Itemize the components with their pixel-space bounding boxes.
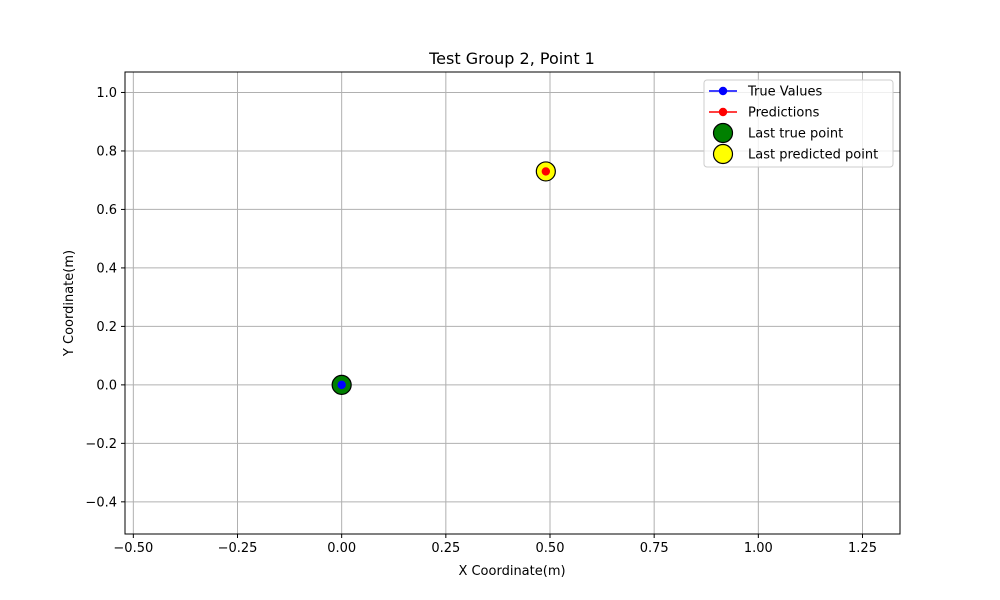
data-point-true-values bbox=[337, 380, 346, 390]
x-tick-label: 1.00 bbox=[744, 541, 773, 556]
x-tick-label: 0.75 bbox=[640, 541, 669, 556]
x-tick-label: 0.50 bbox=[536, 541, 565, 556]
x-tick-label: 0.00 bbox=[327, 541, 356, 556]
y-axis-label: Y Coordinate(m) bbox=[62, 250, 77, 357]
plot-marks bbox=[331, 161, 556, 395]
legend-marker-last-predicted-point bbox=[712, 143, 734, 165]
legend-box bbox=[703, 79, 894, 168]
x-tick-label: −0.25 bbox=[218, 541, 258, 556]
y-tick-label: 0.6 bbox=[96, 203, 117, 218]
x-axis-label: X Coordinate(m) bbox=[458, 564, 565, 579]
plot-area-frame bbox=[124, 71, 901, 535]
y-tick-label: 1.0 bbox=[96, 86, 117, 101]
x-tick-label: −0.50 bbox=[113, 541, 153, 556]
data-point-predictions bbox=[541, 167, 551, 176]
chart-title: Test Group 2, Point 1 bbox=[428, 49, 595, 68]
legend-marker-true-values bbox=[718, 86, 728, 96]
legend-label-true-values: True Values bbox=[747, 85, 822, 100]
axis-ticks: −0.50 −0.25 0.00 0.25 0.50 0.75 1.00 1.25 −0.4 −0… bbox=[85, 86, 877, 556]
y-tick-label: 0.2 bbox=[96, 320, 117, 335]
legend-marker-last-true-point bbox=[712, 122, 734, 144]
y-tick-label: 0.0 bbox=[96, 378, 117, 393]
legend: True Values Predictions Last true point Las… bbox=[703, 79, 894, 168]
y-tick-label: 0.4 bbox=[96, 261, 117, 276]
y-tick-label: −0.4 bbox=[85, 495, 117, 510]
y-tick-label: 0.8 bbox=[96, 144, 117, 159]
y-tick-label: −0.2 bbox=[85, 437, 117, 452]
legend-label-last-predicted-point: Last predicted point bbox=[748, 148, 878, 163]
x-tick-label: 1.25 bbox=[848, 541, 877, 556]
x-tick-label: 0.25 bbox=[431, 541, 460, 556]
legend-marker-predictions bbox=[718, 107, 728, 117]
legend-label-last-true-point: Last true point bbox=[748, 127, 843, 142]
legend-label-predictions: Predictions bbox=[748, 106, 820, 121]
